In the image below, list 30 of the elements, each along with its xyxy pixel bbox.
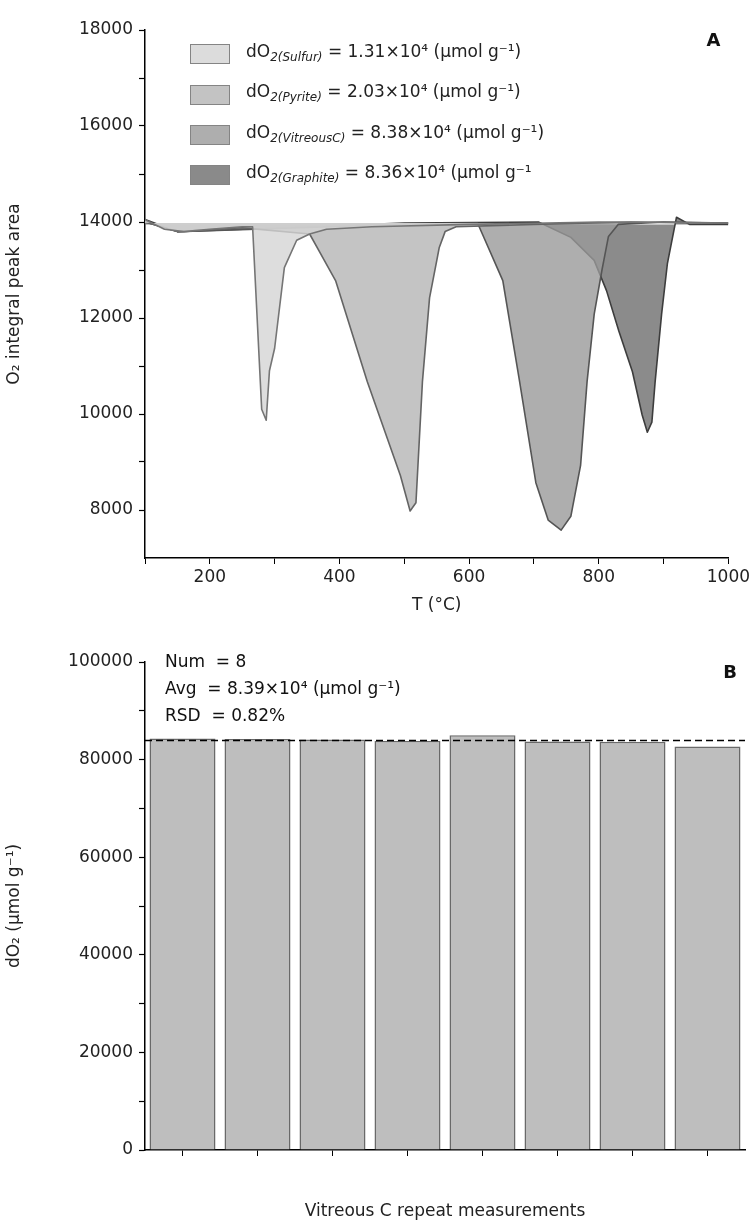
legend-label: dO$_{2(Graphite)}$ = 8.36×10⁴ (μmol g⁻¹ [246, 161, 532, 188]
legend-label: dO$_{2(Pyrite)}$ = 2.03×10⁴ (μmol g⁻¹) [246, 80, 521, 107]
y-tick-label: 60000 [78, 845, 133, 866]
legend-label: dO$_{2(Sulfur)}$ = 1.31×10⁴ (μmol g⁻¹) [246, 40, 522, 67]
x-tick-label: 800 [582, 565, 615, 586]
y-tick-label: 8000 [89, 498, 133, 519]
x-tick-label: 1000 [706, 565, 750, 586]
y-tick-label: 40000 [78, 943, 133, 964]
annotation: A [706, 28, 721, 50]
x-tick-label: 400 [323, 565, 356, 586]
y-tick-label: 100000 [68, 650, 133, 671]
annotation: B [723, 660, 737, 682]
y-axis-title: O₂ integral peak area [2, 203, 23, 385]
y-tick-label: 12000 [78, 306, 133, 327]
y-tick-label: 0 [122, 1138, 133, 1159]
annotation: Num = 8 [165, 650, 247, 671]
y-tick-label: 16000 [78, 114, 133, 135]
x-axis-title: Vitreous C repeat measurements [304, 1200, 586, 1221]
annotation: Avg = 8.39×10⁴ (μmol g⁻¹) [165, 677, 401, 698]
x-tick-label: 600 [452, 565, 486, 586]
y-tick-label: 80000 [78, 748, 133, 769]
legend-label: dO$_{2(VitreousC)}$ = 8.38×10⁴ (μmol g⁻¹) [246, 120, 545, 148]
y-tick-label: 18000 [78, 18, 133, 39]
y-tick-label: 20000 [78, 1040, 133, 1061]
y-tick-label: 10000 [78, 402, 133, 423]
y-axis-title: dO₂ (μmol g⁻¹) [2, 843, 23, 969]
y-tick-label: 14000 [78, 210, 133, 231]
x-axis-title: T (°C) [410, 594, 462, 615]
x-tick-label: 200 [193, 565, 227, 586]
annotation: RSD = 0.82% [165, 704, 286, 725]
